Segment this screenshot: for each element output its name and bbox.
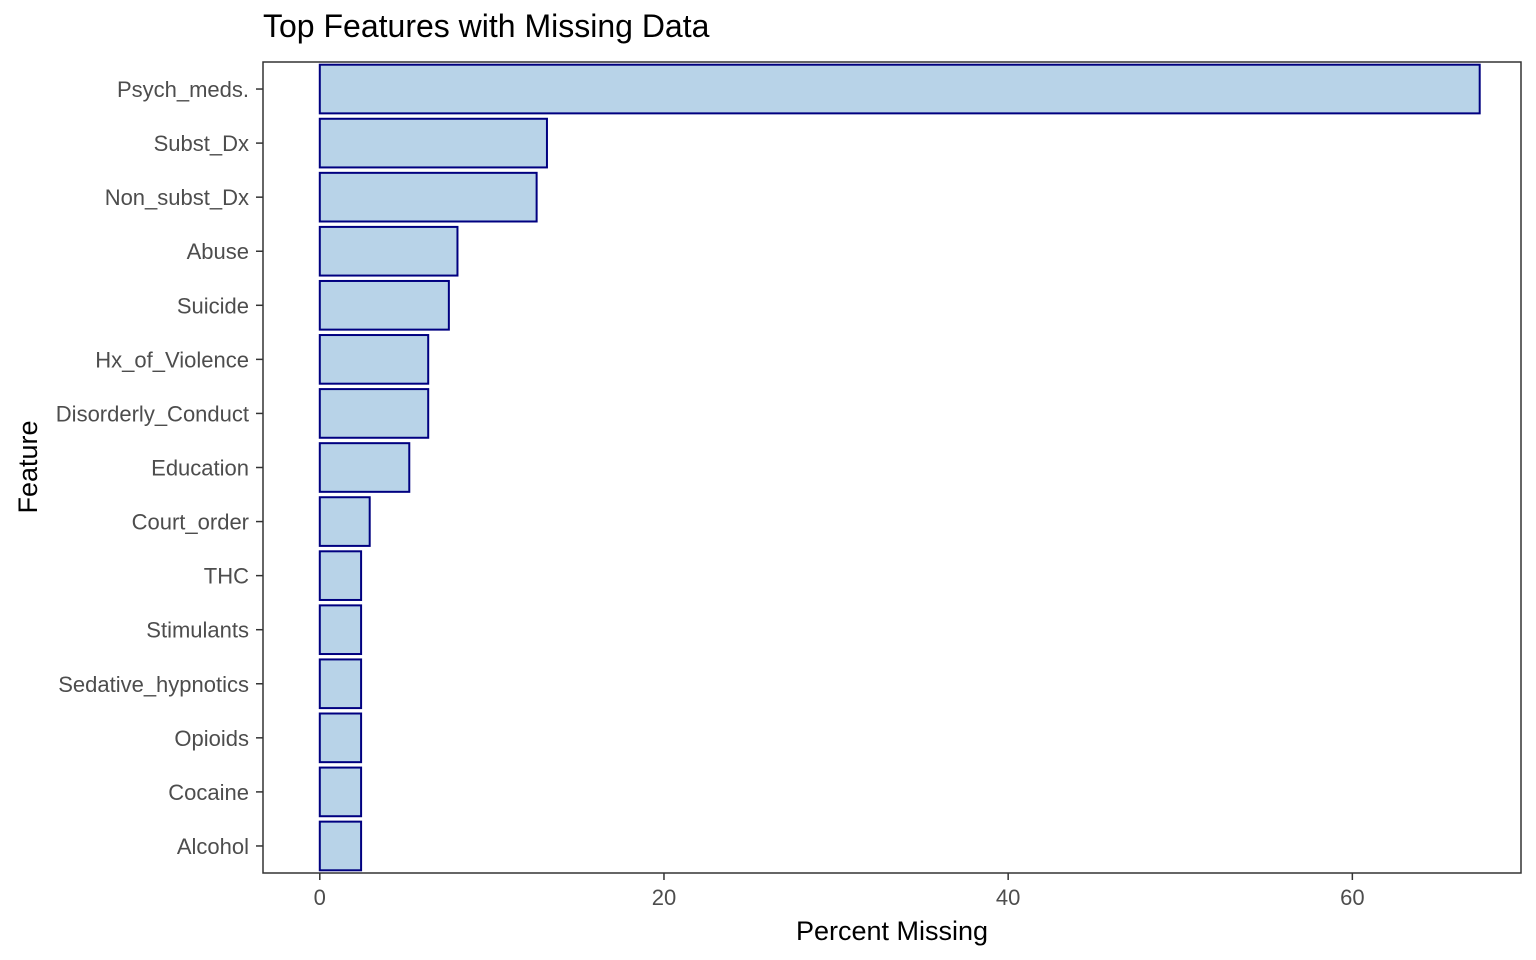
x-axis: 0 20 40 60 (314, 873, 1365, 910)
y-tick-label: Abuse (187, 239, 249, 264)
y-tick-label: Sedative_hypnotics (58, 672, 249, 697)
bar-subst-dx (318, 117, 548, 169)
y-tick-label: Disorderly_Conduct (56, 401, 249, 426)
bar-non-subst-dx (318, 171, 538, 223)
bar-suicide (318, 279, 450, 331)
y-axis: Psych_meds. Subst_Dx Non_subst_Dx Abuse Suic… (56, 77, 263, 859)
y-axis-title: Feature (13, 420, 43, 513)
bar-disorderly-conduct (318, 388, 430, 439)
x-tick-label: 20 (652, 885, 676, 910)
y-tick-label: THC (204, 564, 249, 589)
bar-sedative-hypnotics (318, 658, 363, 710)
bar-stimulants (318, 604, 363, 656)
y-tick-label: Court_order (132, 510, 249, 535)
bar-opioids (318, 712, 363, 764)
x-tick-label: 60 (1340, 885, 1364, 910)
bar-court-order (318, 496, 371, 547)
y-tick-label: Education (151, 456, 249, 481)
y-tick-label: Opioids (174, 726, 249, 751)
bar-alcohol (318, 820, 363, 872)
bar-abuse (318, 225, 459, 277)
y-tick-label: Alcohol (177, 834, 249, 859)
y-tick-label: Hx_of_Violence (95, 347, 249, 372)
y-tick-label: Non_subst_Dx (105, 185, 249, 210)
x-axis-title: Percent Missing (796, 916, 988, 946)
y-tick-label: Cocaine (168, 780, 249, 805)
y-tick-label: Suicide (177, 293, 249, 318)
y-tick-label: Psych_meds. (117, 77, 249, 102)
x-tick-label: 40 (996, 885, 1020, 910)
bar-education (318, 442, 411, 493)
y-tick-label: Stimulants (146, 618, 249, 643)
bars-group (318, 63, 1481, 872)
bar-hx-of-violence (318, 334, 430, 385)
bar-psych-meds (318, 63, 1481, 115)
chart-title: Top Features with Missing Data (263, 8, 710, 44)
bar-cocaine (318, 766, 363, 818)
bar-thc (318, 550, 363, 601)
x-tick-label: 0 (314, 885, 326, 910)
y-tick-label: Subst_Dx (154, 131, 249, 156)
